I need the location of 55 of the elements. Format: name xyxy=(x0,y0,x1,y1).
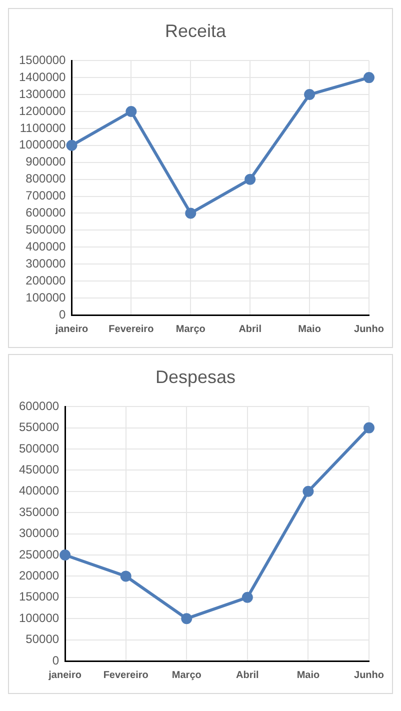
y-tick-label: 1200000 xyxy=(19,104,66,118)
y-tick-label: 600000 xyxy=(18,398,60,413)
y-tick-label: 300000 xyxy=(26,256,66,270)
y-tick-label: 700000 xyxy=(26,188,66,203)
x-tick-label: janeiro xyxy=(54,324,88,335)
chart-title: Receita xyxy=(164,20,228,41)
point xyxy=(364,422,375,434)
point xyxy=(242,592,253,603)
point xyxy=(302,486,314,497)
point xyxy=(66,140,78,151)
point xyxy=(304,89,316,100)
y-tick-label: 100000 xyxy=(18,610,60,625)
y-tick-label: 200000 xyxy=(26,273,66,288)
point xyxy=(244,174,256,185)
x-tick-label: Maio xyxy=(296,670,320,681)
point xyxy=(185,208,196,219)
x-tick-label: Março xyxy=(172,670,202,681)
x-tick-label: Junho xyxy=(354,324,384,335)
x-tick-label: Abril xyxy=(236,670,260,681)
y-tick-label: 1100000 xyxy=(20,120,66,135)
y-tick-label: 1500000 xyxy=(19,52,66,67)
x-tick-label: Junho xyxy=(354,670,384,681)
y-tick-label: 400000 xyxy=(26,239,66,254)
y-tick-label: 600000 xyxy=(26,206,66,220)
y-tick-label: 300000 xyxy=(18,526,60,540)
point xyxy=(364,72,375,84)
y-tick-label: 0 xyxy=(52,653,60,668)
point xyxy=(60,550,71,560)
y-tick-label: 1300000 xyxy=(19,86,66,101)
y-tick-label: 200000 xyxy=(18,568,60,583)
y-tick-label: 50000 xyxy=(26,632,60,646)
y-tick-label: 1400000 xyxy=(19,70,66,84)
point xyxy=(126,106,137,117)
x-tick-label: Março xyxy=(176,324,206,335)
y-tick-label: 0 xyxy=(59,307,66,322)
y-tick-label: 1000000 xyxy=(19,138,66,152)
x-tick-label: Maio xyxy=(298,324,321,335)
chart-title: Despesas xyxy=(155,366,236,387)
y-tick-label: 100000 xyxy=(26,290,66,304)
y-tick-label: 900000 xyxy=(26,154,66,169)
x-tick-label: janeiro xyxy=(48,670,82,681)
x-tick-label: Fevereiro xyxy=(108,324,154,335)
point xyxy=(120,570,132,582)
y-tick-label: 350000 xyxy=(18,504,60,519)
point xyxy=(181,613,192,624)
y-tick-label: 450000 xyxy=(18,462,60,477)
y-tick-label: 400000 xyxy=(18,484,60,498)
y-tick-label: 250000 xyxy=(18,547,60,562)
y-tick-label: 550000 xyxy=(18,420,60,434)
y-tick-label: 500000 xyxy=(18,441,60,456)
x-tick-label: Abril xyxy=(238,324,262,335)
y-tick-label: 500000 xyxy=(26,222,66,237)
y-tick-label: 800000 xyxy=(26,172,66,186)
x-tick-label: Fevereiro xyxy=(103,670,148,681)
y-tick-label: 150000 xyxy=(18,590,60,604)
